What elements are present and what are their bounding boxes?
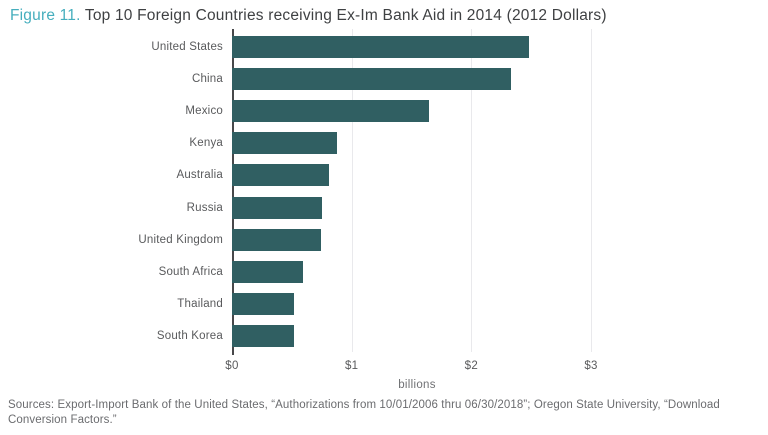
bar-row-united-states	[232, 31, 603, 63]
bar-australia	[232, 164, 329, 187]
category-label-united-states: United States	[151, 41, 223, 54]
plot-area	[232, 29, 603, 352]
figure-number-label: Figure 11.	[10, 7, 81, 24]
category-label-russia: Russia	[186, 201, 223, 214]
x-tick-label-dollar-0: $0	[225, 360, 239, 372]
sources-note: Sources: Export-Import Bank of the Unite…	[8, 399, 720, 426]
figure-title: Figure 11. Top 10 Foreign Countries rece…	[10, 7, 607, 25]
x-axis-label: billions	[398, 379, 436, 391]
bar-kenya	[232, 132, 338, 155]
bar-russia	[232, 196, 322, 219]
gridline-dollar-3	[591, 29, 593, 352]
x-tick-label-dollar-1: $1	[344, 360, 359, 372]
bar-mexico	[232, 100, 430, 123]
gridlines-layer	[232, 29, 603, 352]
gridline-dollar-1	[351, 29, 353, 352]
bar-thailand	[232, 292, 295, 315]
bar-south-korea	[232, 324, 295, 347]
bar-united-states	[232, 36, 529, 59]
bar-row-australia	[232, 159, 603, 191]
category-label-thailand: Thailand	[177, 297, 223, 310]
gridline-dollar-2	[471, 29, 473, 352]
bars-layer	[232, 31, 603, 352]
bar-row-kenya	[232, 127, 603, 159]
x-tick-label-dollar-3: $3	[584, 360, 598, 372]
category-label-kenya: Kenya	[189, 137, 223, 150]
bar-row-south-korea	[232, 320, 603, 352]
category-label-china: China	[191, 73, 223, 86]
category-labels-column: United States China Mexico Kenya Australia Ru…	[0, 31, 223, 352]
bar-south-africa	[232, 260, 303, 283]
bar-united-kingdom	[232, 228, 321, 251]
figure-title-text: Top 10 Foreign Countries receiving Ex-Im…	[84, 7, 607, 24]
bar-row-china	[232, 63, 603, 95]
category-label-mexico: Mexico	[185, 105, 223, 118]
x-tick-label-dollar-2: $2	[464, 360, 479, 372]
category-label-united-kingdom: United Kingdom	[138, 233, 223, 246]
bar-row-south-africa	[232, 256, 603, 288]
category-label-south-africa: South Africa	[158, 265, 223, 278]
bar-china	[232, 68, 511, 91]
bar-row-russia	[232, 191, 603, 223]
y-axis-line	[232, 29, 234, 355]
category-label-australia: Australia	[176, 169, 223, 182]
bar-row-united-kingdom	[232, 224, 603, 256]
bar-row-thailand	[232, 288, 603, 320]
bar-row-mexico	[232, 95, 603, 127]
category-label-south-korea: South Korea	[156, 329, 223, 342]
